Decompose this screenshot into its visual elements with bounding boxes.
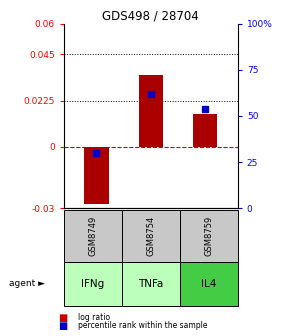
- Title: GDS498 / 28704: GDS498 / 28704: [102, 9, 199, 23]
- Text: ■: ■: [58, 321, 67, 331]
- Text: IL4: IL4: [201, 279, 217, 289]
- Text: agent ►: agent ►: [9, 280, 45, 288]
- Bar: [139, 75, 163, 147]
- Text: IFNg: IFNg: [81, 279, 104, 289]
- Text: GSM8754: GSM8754: [146, 216, 155, 256]
- Bar: [193, 114, 218, 147]
- Bar: [84, 147, 109, 204]
- Text: GSM8759: GSM8759: [204, 216, 213, 256]
- Text: TNFa: TNFa: [138, 279, 164, 289]
- Text: GSM8749: GSM8749: [88, 216, 97, 256]
- Text: percentile rank within the sample: percentile rank within the sample: [78, 322, 208, 330]
- Text: log ratio: log ratio: [78, 313, 110, 322]
- Text: ■: ■: [58, 312, 67, 323]
